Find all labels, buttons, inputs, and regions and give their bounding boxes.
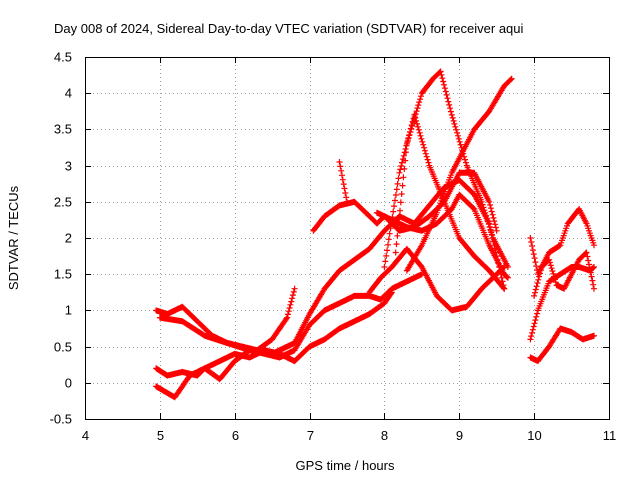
series-markers xyxy=(403,75,515,274)
series-sat-c xyxy=(153,271,425,401)
chart-title: Day 008 of 2024, Sidereal Day-to-day VTE… xyxy=(54,21,524,36)
y-tick-label: 4 xyxy=(65,86,72,101)
x-tick-label: 10 xyxy=(527,428,541,443)
y-tick-label: 1 xyxy=(65,303,72,318)
x-tick-label: 7 xyxy=(307,428,314,443)
y-tick-label: 3 xyxy=(65,159,72,174)
plot-frame xyxy=(85,57,610,420)
x-tick-label: 5 xyxy=(157,428,164,443)
series-markers xyxy=(527,325,597,365)
series-sat-f xyxy=(336,159,350,205)
x-tick-label: 11 xyxy=(603,428,617,443)
series-sat-o xyxy=(531,249,597,299)
x-tick-label: 6 xyxy=(232,428,239,443)
y-tick-label: 2.5 xyxy=(54,195,72,210)
y-tick-label: 2 xyxy=(65,231,72,246)
x-axis-label: GPS time / hours xyxy=(296,458,395,473)
y-tick-label: 4.5 xyxy=(54,50,72,65)
series-sat-m xyxy=(527,264,597,343)
y-tick-label: 1.5 xyxy=(54,267,72,282)
series-markers xyxy=(153,271,425,401)
x-tick-label: 9 xyxy=(456,428,463,443)
y-axis-label: SDTVAR / TECUs xyxy=(6,185,21,290)
y-tick-label: 0.5 xyxy=(54,340,72,355)
x-axis-ticks: 4 5 6 7 8 9 10 11 xyxy=(82,57,616,443)
series-sat-j xyxy=(392,68,511,270)
series-markers xyxy=(527,264,597,343)
series-markers xyxy=(336,159,350,205)
y-tick-label: 0 xyxy=(65,376,72,391)
data-series xyxy=(153,68,597,401)
y-tick-label: 3.5 xyxy=(54,122,72,137)
series-markers xyxy=(392,68,511,270)
y-tick-label: -0.5 xyxy=(50,412,72,427)
chart-grid xyxy=(85,57,609,419)
series-sat-l xyxy=(527,325,597,365)
x-tick-label: 8 xyxy=(381,428,388,443)
series-markers xyxy=(531,249,597,299)
x-tick-label: 4 xyxy=(82,428,89,443)
series-sat-k xyxy=(403,75,515,274)
